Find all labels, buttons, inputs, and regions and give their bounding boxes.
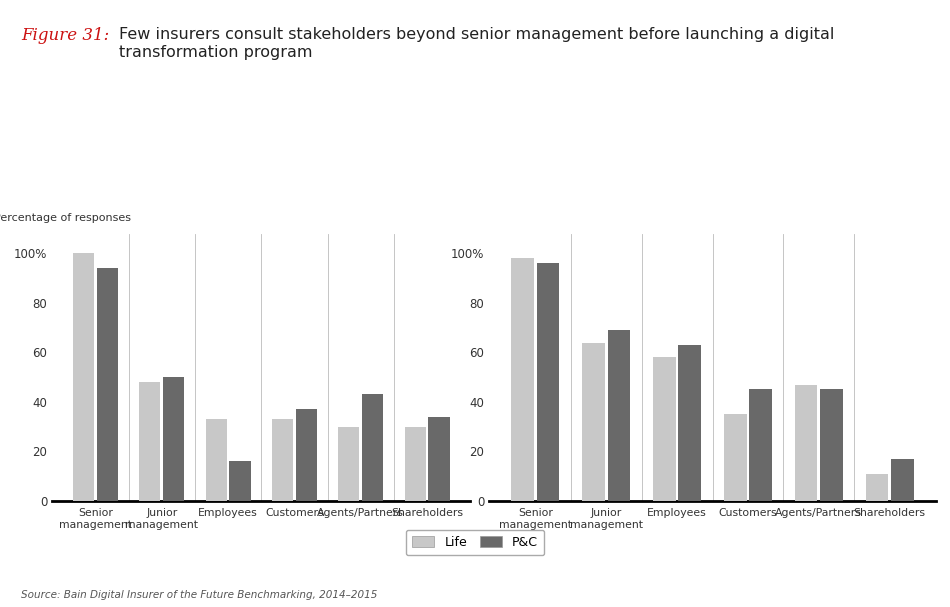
Bar xyxy=(272,419,294,501)
Bar xyxy=(750,390,772,501)
Bar xyxy=(608,330,630,501)
Bar xyxy=(511,259,534,501)
Text: Q: “To which stakeholders has the digital transformation
program been communicat: Q: “To which stakeholders has the digita… xyxy=(523,175,902,205)
Text: Figure 31:: Figure 31: xyxy=(21,27,114,44)
Bar xyxy=(582,342,605,501)
Bar xyxy=(362,395,384,501)
Bar xyxy=(678,345,701,501)
Text: Few insurers consult stakeholders beyond senior management before launching a di: Few insurers consult stakeholders beyond… xyxy=(119,27,834,60)
Bar xyxy=(229,461,251,501)
Bar xyxy=(724,414,747,501)
Bar xyxy=(97,268,118,501)
Bar xyxy=(139,382,161,501)
Bar xyxy=(653,358,675,501)
Bar xyxy=(795,385,817,501)
Bar xyxy=(205,419,227,501)
Bar xyxy=(73,254,94,501)
Legend: Life, P&C: Life, P&C xyxy=(406,530,544,555)
Bar xyxy=(295,409,317,501)
Bar xyxy=(865,473,888,501)
Bar xyxy=(338,427,359,501)
Bar xyxy=(820,390,843,501)
Text: Percentage of responses: Percentage of responses xyxy=(0,213,131,223)
Bar xyxy=(405,427,426,501)
Bar xyxy=(163,377,184,501)
Bar xyxy=(428,416,449,501)
Bar xyxy=(537,263,560,501)
Bar xyxy=(891,459,914,501)
Text: Source: Bain Digital Insurer of the Future Benchmarking, 2014–2015: Source: Bain Digital Insurer of the Futu… xyxy=(21,590,377,600)
Text: Q: “Which stakeholders were consulted before you
launched the digital transforma: Q: “Which stakeholders were consulted be… xyxy=(92,175,430,205)
